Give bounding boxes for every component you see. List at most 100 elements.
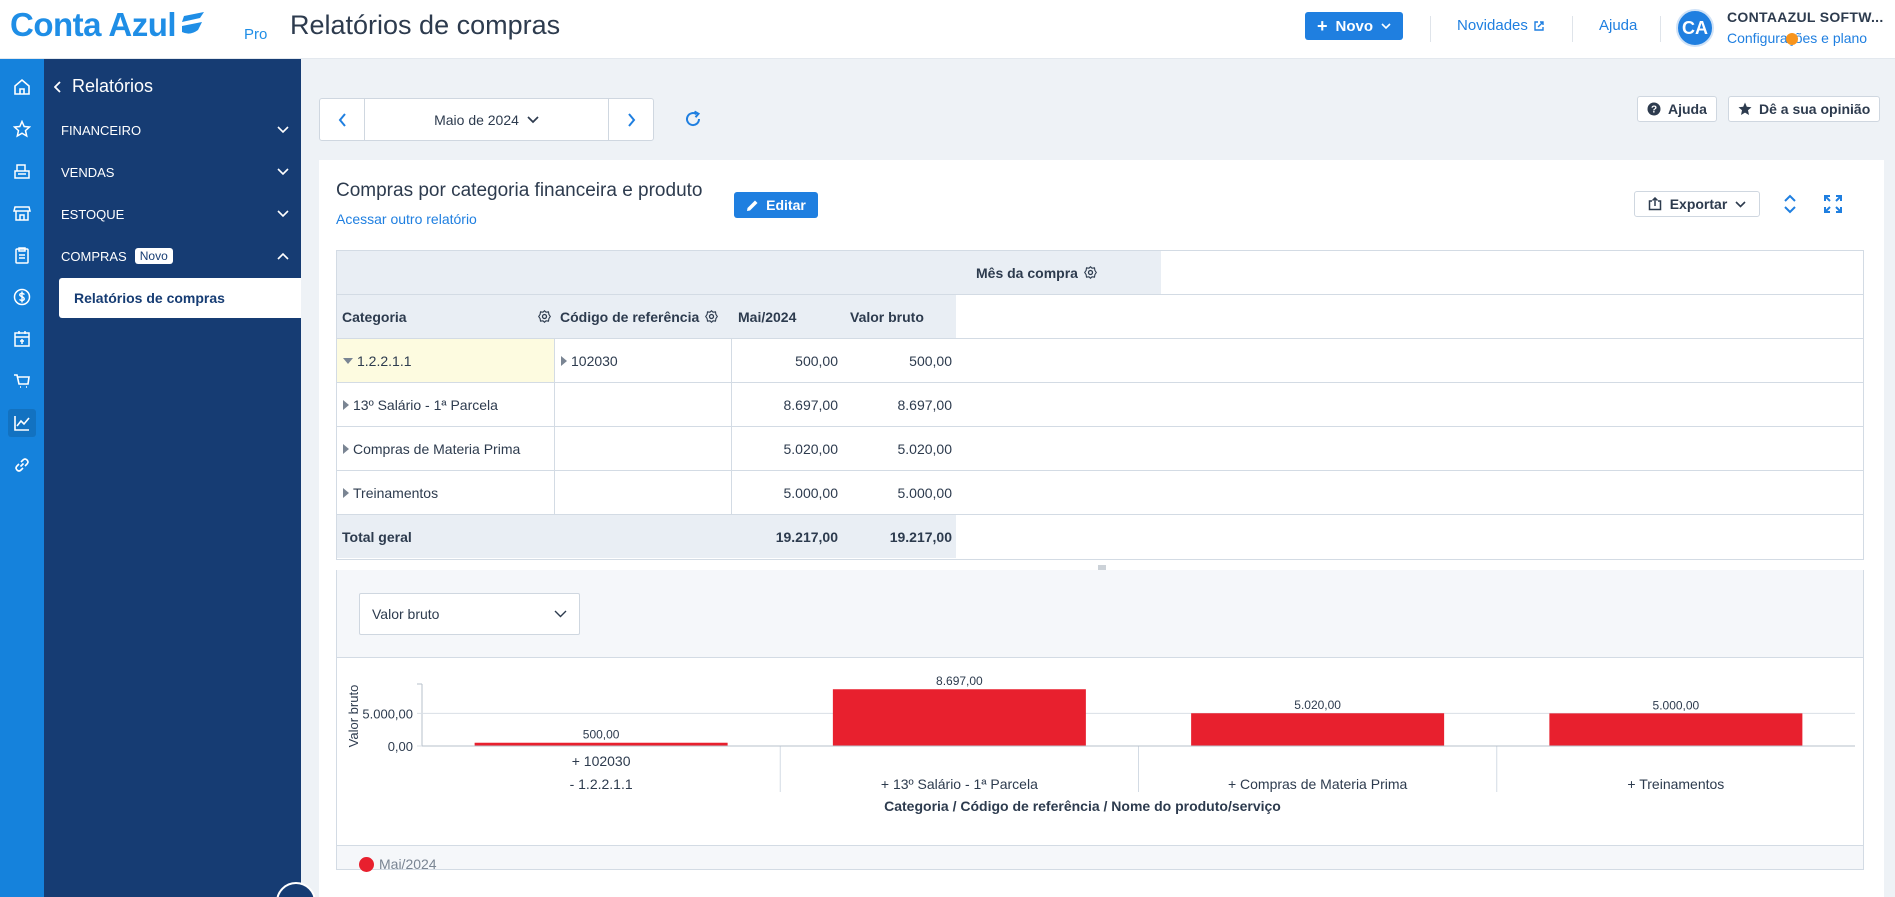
measure-select[interactable]: Valor bruto — [359, 593, 580, 635]
header-categoria[interactable]: Categoria — [337, 295, 555, 338]
codigo-cell — [555, 427, 732, 470]
link-icon[interactable] — [8, 451, 36, 479]
other-report-link[interactable]: Acessar outro relatório — [336, 211, 477, 227]
report-card: Compras por categoria financeira e produ… — [319, 160, 1884, 897]
notification-dot — [1786, 33, 1798, 45]
pivot-table: Mês da compra Categoria Código de referê… — [336, 250, 1864, 560]
export-button[interactable]: Exportar — [1634, 191, 1760, 217]
home-icon[interactable] — [8, 73, 36, 101]
sidebar-item-vendas[interactable]: VENDAS — [61, 161, 289, 183]
expand-caret-icon[interactable] — [343, 443, 349, 454]
period-label: Maio de 2024 — [434, 111, 519, 128]
conta-azul-logo[interactable]: Conta Azul — [10, 6, 208, 44]
chevron-left-icon — [338, 112, 346, 127]
categoria-label: 13º Salário - 1ª Parcela — [353, 396, 498, 413]
chart-icon[interactable] — [8, 409, 36, 437]
sidebar-collapse-button[interactable] — [276, 882, 316, 897]
refresh-icon[interactable] — [682, 108, 704, 135]
store-icon[interactable] — [8, 199, 36, 227]
star-icon — [1738, 102, 1752, 115]
bar — [1191, 713, 1445, 746]
chevron-down-icon — [1735, 200, 1746, 208]
bar-value-label: 5.000,00 — [1653, 698, 1700, 712]
expand-caret-icon[interactable] — [343, 399, 349, 410]
expand-collapse-icon[interactable] — [1783, 194, 1797, 219]
chart-legend[interactable]: Mai/2024 — [359, 856, 437, 872]
valor-cell: 500,00 — [909, 352, 952, 369]
feedback-button[interactable]: Dê a sua opinião — [1728, 96, 1881, 122]
clipboard-icon[interactable] — [8, 241, 36, 269]
header-divider — [1572, 16, 1573, 42]
edit-button[interactable]: Editar — [734, 192, 818, 218]
codigo-cell — [555, 471, 732, 514]
cash-register-icon[interactable] — [8, 157, 36, 185]
cart-icon[interactable] — [8, 367, 36, 395]
dollar-icon[interactable] — [8, 283, 36, 311]
help-link[interactable]: Ajuda — [1599, 17, 1637, 34]
bar — [474, 742, 728, 746]
table-row: Treinamentos 5.000,00 5.000,00 — [337, 471, 1863, 515]
logo-mark-icon — [182, 12, 205, 34]
help-button[interactable]: ? Ajuda — [1637, 96, 1717, 122]
mes-cell: 8.697,00 — [783, 396, 839, 413]
mes-cell: 5.000,00 — [783, 484, 839, 501]
header-codigo[interactable]: Código de referência — [555, 295, 732, 338]
external-link-icon — [1534, 20, 1544, 31]
categoria-label: 1.2.2.1.1 — [357, 352, 412, 369]
sidebar-item-estoque[interactable]: ESTOQUE — [61, 203, 289, 225]
valor-cell: 5.000,00 — [897, 484, 953, 501]
collapse-caret-icon[interactable] — [343, 357, 353, 364]
sidebar-back-link[interactable]: Relatórios — [54, 76, 153, 97]
column-group-header[interactable]: Mês da compra — [956, 251, 1161, 294]
calendar-icon[interactable] — [8, 325, 36, 353]
pivot-column-group-row: Mês da compra — [337, 251, 1863, 295]
codigo-cell — [555, 383, 732, 426]
help-button-label: Ajuda — [1668, 101, 1707, 117]
expand-caret-icon[interactable] — [343, 487, 349, 498]
y-axis-title: Valor bruto — [346, 685, 361, 748]
categoria-label: Treinamentos — [353, 484, 439, 501]
header-valor[interactable]: Valor bruto — [842, 295, 956, 338]
pencil-icon — [747, 200, 758, 211]
sidebar-item-label: FINANCEIRO — [61, 122, 142, 138]
avatar[interactable]: CA — [1676, 9, 1714, 47]
bar — [1549, 713, 1803, 746]
new-button[interactable]: + Novo — [1305, 12, 1403, 40]
bar — [832, 689, 1086, 746]
export-button-label: Exportar — [1669, 196, 1728, 212]
top-header: Conta Azul Pro Relatórios de compras + N… — [0, 0, 1895, 59]
expand-caret-icon[interactable] — [561, 355, 567, 366]
categoria-cell[interactable]: 13º Salário - 1ª Parcela — [337, 383, 555, 426]
sidebar-item-compras[interactable]: COMPRAS Novo — [61, 245, 289, 267]
codigo-cell[interactable]: 102030 — [555, 339, 732, 382]
period-dropdown[interactable]: Maio de 2024 — [364, 99, 609, 140]
fullscreen-icon[interactable] — [1824, 195, 1842, 218]
table-row: 13º Salário - 1ª Parcela 8.697,00 8.697,… — [337, 383, 1863, 427]
period-selector: Maio de 2024 — [319, 98, 654, 141]
total-row: Total geral 19.217,00 19.217,00 — [337, 515, 1863, 559]
chevron-right-icon — [627, 112, 635, 127]
chevron-up-icon — [277, 252, 289, 260]
chevron-down-icon — [554, 610, 567, 618]
sidebar-item-label: ESTOQUE — [61, 206, 125, 222]
sidebar-item-purchase-reports[interactable]: Relatórios de compras — [59, 278, 301, 318]
star-icon[interactable] — [8, 115, 36, 143]
valor-cell: 5.020,00 — [897, 440, 953, 457]
svg-text:?: ? — [1651, 105, 1657, 116]
sidebar-item-financeiro[interactable]: FINANCEIRO — [61, 119, 289, 141]
categoria-cell[interactable]: Compras de Materia Prima — [337, 427, 555, 470]
categoria-cell[interactable]: Treinamentos — [337, 471, 555, 514]
previous-period-button[interactable] — [320, 99, 364, 140]
sidebar-item-label: COMPRAS — [61, 248, 127, 264]
edit-button-label: Editar — [766, 197, 806, 213]
sidebar-title: Relatórios — [72, 76, 154, 96]
company-name[interactable]: CONTAAZUL SOFTW... — [1727, 9, 1884, 25]
categoria-cell[interactable]: 1.2.2.1.1 — [337, 339, 555, 382]
total-label: Total geral — [337, 515, 732, 558]
header-divider — [1660, 16, 1661, 42]
header-mes[interactable]: Mai/2024 — [732, 295, 842, 338]
measure-select-value: Valor bruto — [372, 606, 440, 622]
y-tick-label: 0,00 — [388, 739, 413, 754]
next-period-button[interactable] — [609, 99, 653, 140]
news-link[interactable]: Novidades — [1457, 17, 1545, 34]
